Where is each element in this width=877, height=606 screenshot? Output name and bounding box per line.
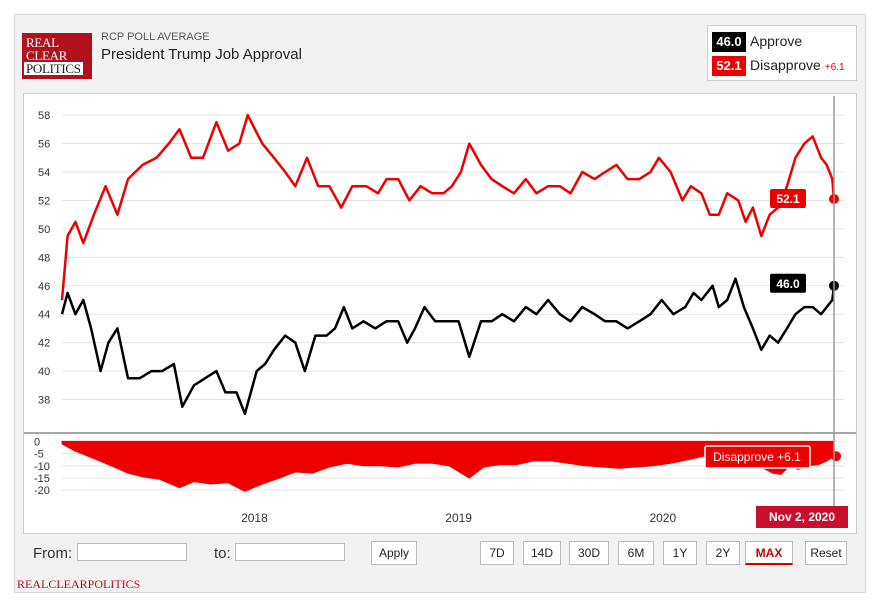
from-label: From: bbox=[33, 545, 73, 562]
y-tick-label: 44 bbox=[38, 309, 50, 321]
spread-label: Disapprove +6.1 bbox=[713, 450, 801, 464]
x-tick-label: 2019 bbox=[445, 511, 472, 525]
legend-approve-label: Approve bbox=[750, 33, 803, 49]
series-line-disapprove bbox=[60, 113, 836, 301]
legend: 46.0 Approve 52.1 Disapprove +6.1 bbox=[707, 25, 857, 81]
rcp-logo: REAL CLEAR POLITICS bbox=[22, 33, 92, 79]
y-tick-label: 40 bbox=[38, 366, 50, 378]
spread-y-tick-label: 0 bbox=[34, 436, 40, 448]
chart-kicker: RCP POLL AVERAGE bbox=[101, 31, 210, 43]
spread-label-box bbox=[704, 445, 811, 469]
date-flag-label: Nov 2, 2020 bbox=[769, 510, 835, 524]
header: REAL CLEAR POLITICS RCP POLL AVERAGE Pre… bbox=[15, 15, 865, 93]
credit-text: REALCLEARPOLITICS bbox=[17, 577, 141, 591]
spread-area bbox=[61, 440, 835, 492]
y-tick-label: 56 bbox=[38, 139, 50, 151]
range-button-7d[interactable]: 7D bbox=[480, 541, 514, 565]
approve-end-label-box bbox=[770, 273, 806, 293]
plot-area[interactable]: 38 40 42 44 46 48 50 52 54 56 58 0 -5 -10 -15 -20 2018 20… bbox=[23, 93, 857, 534]
range-button-reset[interactable]: Reset bbox=[805, 541, 847, 565]
range-button-6m[interactable]: 6M bbox=[618, 541, 654, 565]
date-flag-box bbox=[756, 506, 848, 528]
y-tick-label: 46 bbox=[38, 281, 50, 293]
legend-disapprove-change: +6.1 bbox=[824, 62, 845, 73]
y-tick-label: 54 bbox=[38, 167, 50, 179]
chart-widget: REAL CLEAR POLITICS RCP POLL AVERAGE Pre… bbox=[14, 14, 866, 593]
disapprove-end-label-box bbox=[770, 189, 806, 209]
legend-approve-value: 46.0 bbox=[712, 32, 746, 52]
range-button-2y[interactable]: 2Y bbox=[706, 541, 740, 565]
legend-disapprove-label: Disapprove bbox=[750, 57, 821, 73]
apply-button[interactable]: Apply bbox=[371, 541, 417, 565]
legend-disapprove: 52.1 Disapprove +6.1 bbox=[712, 56, 845, 76]
spread-y-tick-label: -10 bbox=[34, 461, 50, 473]
x-tick-label: 2018 bbox=[241, 511, 268, 525]
logo-line-3: POLITICS bbox=[24, 61, 83, 76]
y-tick-label: 42 bbox=[38, 338, 50, 350]
series-line-approve bbox=[60, 277, 836, 416]
spread-end-point bbox=[831, 451, 841, 462]
legend-disapprove-value: 52.1 bbox=[712, 56, 746, 76]
approve-end-label: 46.0 bbox=[776, 277, 800, 291]
spread-y-tick-label: -5 bbox=[34, 449, 44, 461]
y-tick-label: 52 bbox=[38, 195, 50, 207]
range-button-1y[interactable]: 1Y bbox=[663, 541, 697, 565]
legend-approve: 46.0 Approve bbox=[712, 32, 802, 52]
chart-svg: 38 40 42 44 46 48 50 52 54 56 58 0-5-10-15-20 2018 20… bbox=[24, 96, 856, 528]
controls-bar: From: to: Apply 7D 14D 30D 6M 1Y 2Y MAX Reset bbox=[23, 535, 857, 571]
y-tick-label: 38 bbox=[38, 395, 50, 407]
range-button-14d[interactable]: 14D bbox=[523, 541, 561, 565]
logo-line-2: CLEAR bbox=[26, 48, 68, 63]
y-tick-label: 50 bbox=[38, 224, 50, 236]
spread-y-tick-label: -20 bbox=[34, 485, 50, 497]
to-date-input[interactable] bbox=[235, 543, 345, 561]
range-button-30d[interactable]: 30D bbox=[569, 541, 609, 565]
chart-title: President Trump Job Approval bbox=[101, 46, 302, 63]
y-tick-label: 58 bbox=[38, 110, 50, 122]
to-label: to: bbox=[214, 545, 231, 562]
from-date-input[interactable] bbox=[77, 543, 187, 561]
disapprove-end-label: 52.1 bbox=[776, 192, 800, 206]
logo-line-1: REAL bbox=[26, 35, 59, 50]
range-button-max[interactable]: MAX bbox=[745, 541, 793, 565]
x-tick-label: 2020 bbox=[649, 511, 676, 525]
y-tick-label: 48 bbox=[38, 252, 50, 264]
spread-y-tick-label: -15 bbox=[34, 473, 50, 485]
